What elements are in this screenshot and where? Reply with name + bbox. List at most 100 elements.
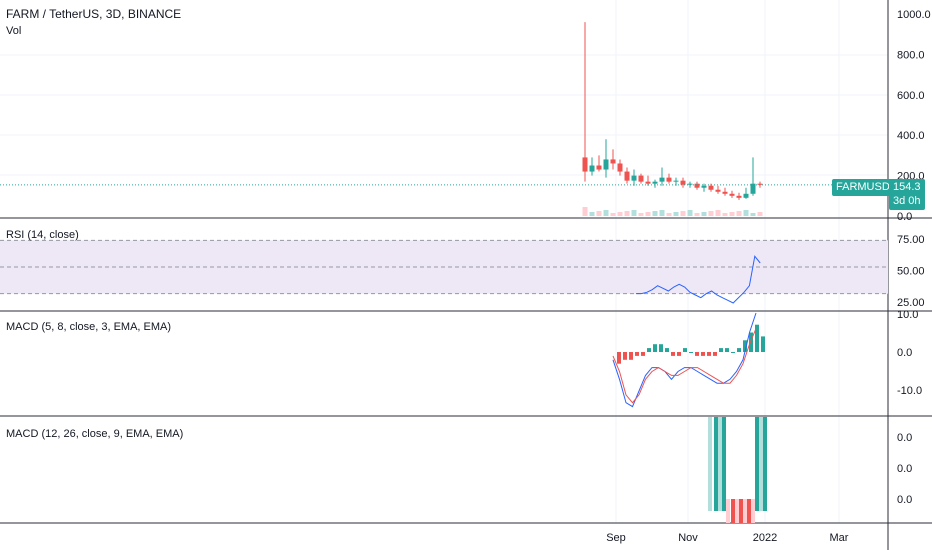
candle-body bbox=[617, 163, 623, 172]
rsi-legend[interactable]: RSI (14, close) bbox=[6, 229, 79, 241]
macd-fast-histogram-bar bbox=[677, 352, 681, 356]
macd-fast-histogram-bar bbox=[659, 344, 663, 352]
volume-bar bbox=[722, 213, 728, 216]
price-tick-label: 800.0 bbox=[897, 49, 925, 61]
candle-body bbox=[638, 175, 644, 182]
candle-body bbox=[722, 191, 728, 194]
macd-fast-histogram-bar bbox=[665, 348, 669, 352]
macd-slow-histogram-bar bbox=[726, 499, 730, 523]
volume-bar bbox=[659, 210, 665, 216]
macd-fast-tick-label: 10.0 bbox=[897, 309, 918, 321]
macd-fast-histogram-bar bbox=[761, 336, 765, 352]
candle-body bbox=[659, 177, 665, 182]
volume-bar bbox=[701, 212, 707, 216]
volume-bar bbox=[743, 210, 749, 216]
time-axis-label: Mar bbox=[830, 532, 849, 544]
macd-fast-histogram-bar bbox=[641, 352, 645, 356]
volume-bar bbox=[736, 211, 742, 216]
macd-slow-histogram-bar bbox=[751, 499, 755, 523]
candle-body bbox=[757, 183, 763, 185]
rsi-tick-label: 75.00 bbox=[897, 234, 925, 246]
last-price-ticker-badge: FARMUSDT bbox=[832, 179, 901, 196]
macd-fast-histogram-bar bbox=[647, 348, 651, 352]
macd-fast-histogram-bar bbox=[731, 352, 735, 353]
macd-fast-histogram-bar bbox=[713, 352, 717, 356]
macd-slow-tick-label: 0.0 bbox=[897, 432, 912, 444]
volume-bar bbox=[680, 211, 686, 216]
candle-body bbox=[645, 181, 651, 184]
macd-slow-legend[interactable]: MACD (12, 26, close, 9, EMA, EMA) bbox=[6, 428, 184, 440]
time-axis-label: 2022 bbox=[753, 532, 777, 544]
time-axis-label: Sep bbox=[606, 532, 626, 544]
price-tick-label: 1000.0 bbox=[897, 9, 931, 21]
macd-fast-signal-line bbox=[612, 328, 757, 404]
volume-bar bbox=[624, 211, 630, 216]
macd-fast-line bbox=[612, 312, 757, 408]
symbol-legend[interactable]: FARM / TetherUS, 3D, BINANCE bbox=[6, 7, 182, 21]
volume-bar bbox=[603, 210, 609, 216]
macd-fast-histogram-bar bbox=[629, 352, 633, 360]
candle-body bbox=[743, 193, 749, 198]
volume-bar bbox=[645, 212, 651, 216]
candle-body bbox=[680, 180, 686, 185]
macd-fast-tick-label: 0.0 bbox=[897, 347, 912, 359]
macd-fast-histogram-bar bbox=[701, 352, 705, 356]
candle-body bbox=[624, 171, 630, 181]
macd-slow-tick-label: 0.0 bbox=[897, 494, 912, 506]
macd-fast-histogram-bar bbox=[725, 348, 729, 352]
volume-bar bbox=[631, 210, 637, 216]
macd-fast-histogram-bar bbox=[755, 324, 759, 352]
macd-fast-histogram-bar bbox=[737, 348, 741, 352]
candle-body bbox=[589, 165, 595, 172]
rsi-tick-label: 50.00 bbox=[897, 266, 925, 278]
volume-bar bbox=[694, 213, 700, 216]
volume-bar bbox=[750, 213, 756, 216]
macd-fast-histogram-bar bbox=[617, 352, 621, 364]
rsi-line bbox=[636, 255, 761, 304]
candle-body bbox=[673, 180, 679, 182]
volume-bar bbox=[673, 212, 679, 216]
candle-body bbox=[694, 183, 700, 188]
volume-bar bbox=[582, 207, 588, 216]
macd-fast-histogram-bar bbox=[623, 352, 627, 360]
macd-fast-histogram-bar bbox=[671, 352, 675, 356]
candle-body bbox=[610, 159, 616, 164]
macd-slow-histogram-bar bbox=[722, 417, 726, 511]
volume-bar bbox=[596, 211, 602, 216]
macd-slow-histogram-bar bbox=[731, 499, 735, 523]
macd-fast-histogram-bar bbox=[653, 344, 657, 352]
volume-bar bbox=[589, 212, 595, 216]
macd-slow-histogram-bar bbox=[743, 499, 747, 523]
macd-slow-histogram-bar bbox=[718, 417, 722, 511]
rsi-tick-label: 25.00 bbox=[897, 297, 925, 309]
macd-fast-histogram-bar bbox=[635, 352, 639, 356]
volume-legend[interactable]: Vol bbox=[6, 25, 22, 37]
macd-fast-legend[interactable]: MACD (5, 8, close, 3, EMA, EMA) bbox=[6, 321, 172, 333]
macd-fast-histogram-bar bbox=[695, 352, 699, 356]
candle-body bbox=[666, 177, 672, 182]
macd-fast-histogram-bar bbox=[743, 340, 747, 352]
last-price-value-badge: 154.3 bbox=[889, 179, 925, 196]
macd-fast-histogram-bar bbox=[749, 332, 753, 352]
candle-body bbox=[736, 195, 742, 198]
candle-body bbox=[652, 181, 658, 184]
candle-body bbox=[750, 183, 756, 194]
last-price-countdown-badge: 3d 0h bbox=[889, 193, 925, 210]
macd-fast-histogram-bar bbox=[683, 348, 687, 352]
macd-fast-tick-label: -10.0 bbox=[897, 385, 922, 397]
volume-bar bbox=[638, 213, 644, 216]
macd-slow-histogram-bar bbox=[739, 499, 743, 523]
macd-fast-histogram-bar bbox=[707, 352, 711, 356]
macd-slow-histogram-bar bbox=[735, 499, 739, 523]
volume-bar bbox=[708, 211, 714, 216]
macd-slow-histogram-bar bbox=[747, 499, 751, 523]
volume-bar bbox=[757, 212, 763, 216]
candle-body bbox=[631, 175, 637, 181]
candle-body bbox=[582, 157, 588, 172]
time-axis-label: Nov bbox=[678, 532, 698, 544]
candle-body bbox=[708, 185, 714, 190]
price-tick-label: 600.0 bbox=[897, 90, 925, 102]
price-tick-label: 0.0 bbox=[897, 211, 912, 223]
volume-bar bbox=[610, 213, 616, 216]
